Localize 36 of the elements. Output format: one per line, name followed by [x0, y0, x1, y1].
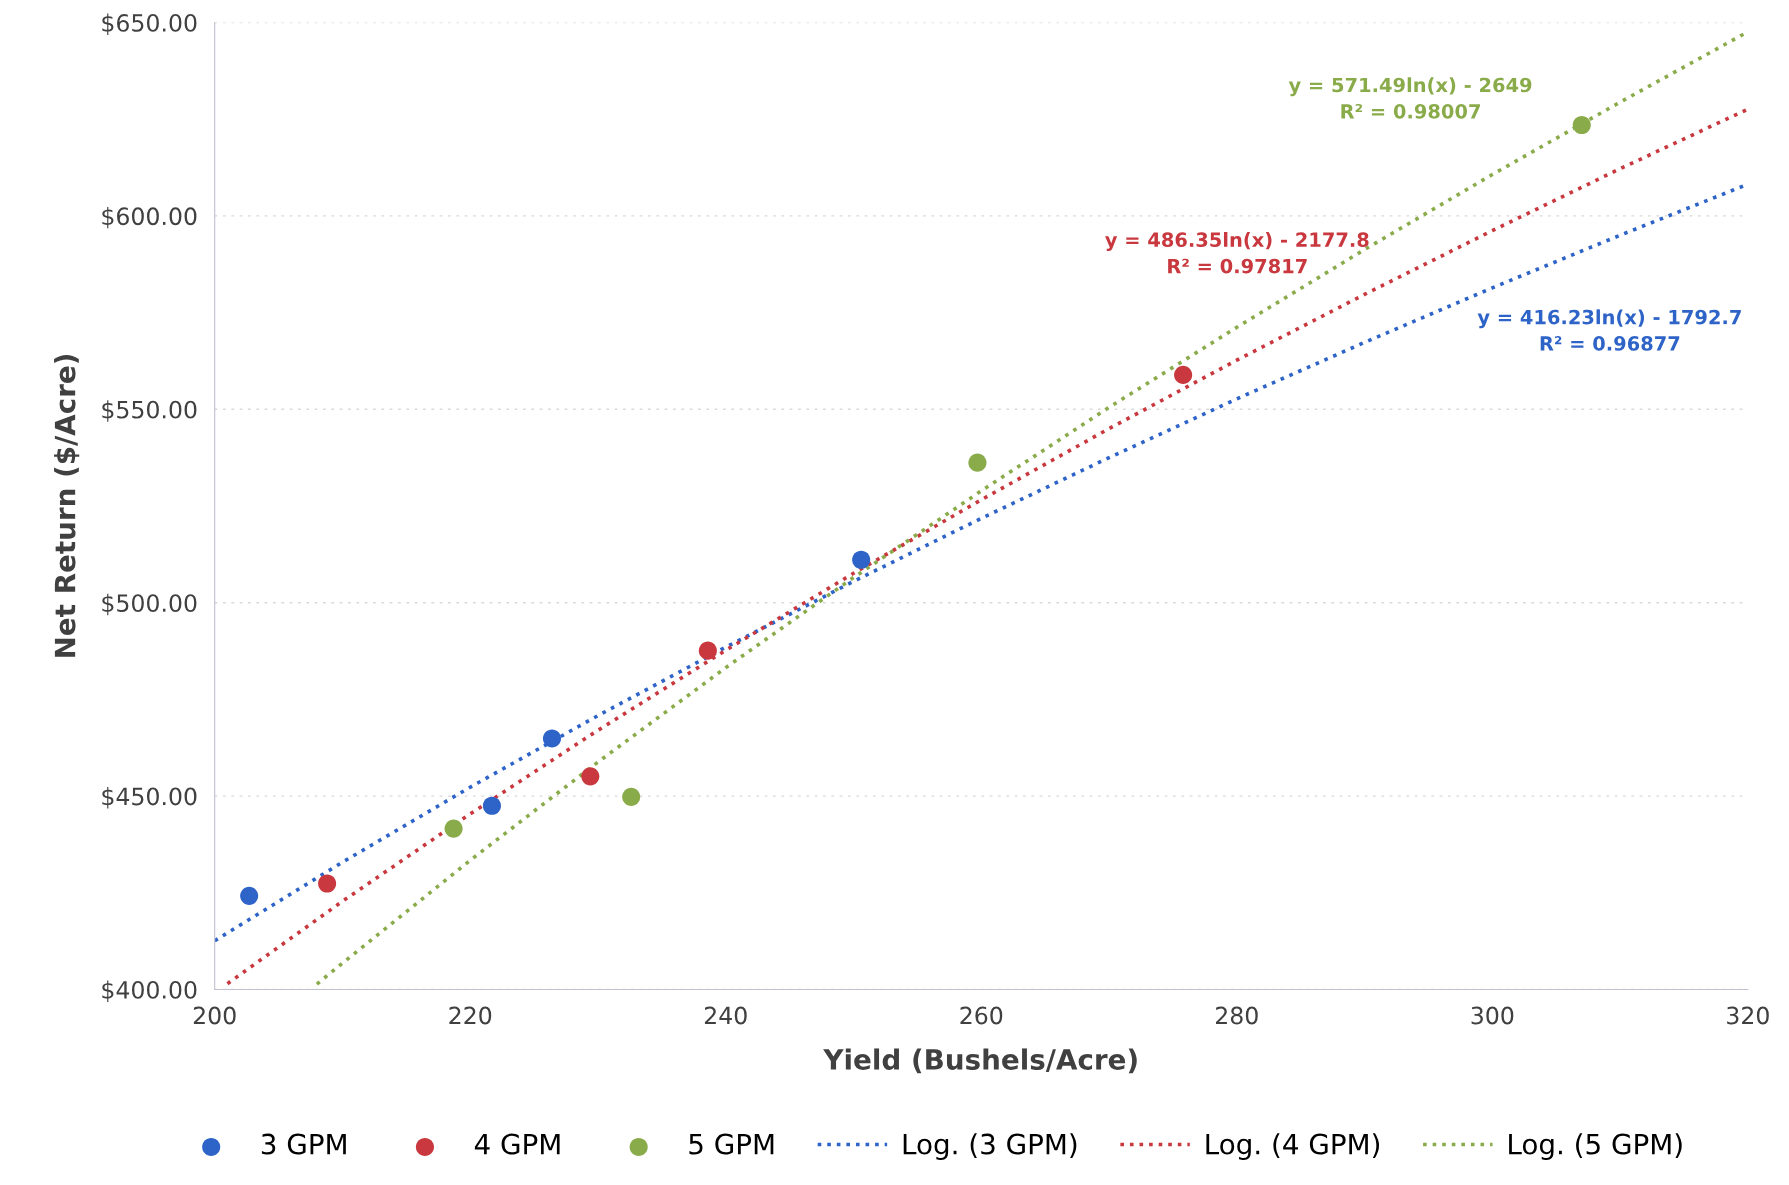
- point: [444, 819, 463, 838]
- x-tick-label: 260: [960, 1006, 1003, 1025]
- annotation: y = 416.23ln(x) - 1792.7 R² = 0.96877: [1477, 309, 1741, 351]
- point: [968, 453, 987, 472]
- point: [698, 641, 717, 660]
- x-tick-label: 280: [1215, 1006, 1258, 1025]
- point: [852, 550, 871, 569]
- point: [581, 767, 600, 786]
- point: [622, 787, 641, 806]
- legend-label: Log. (5 GPM): [1509, 1133, 1682, 1160]
- point: [482, 796, 501, 815]
- y-tick-label: $400.00: [102, 980, 197, 1002]
- y-tick-label: $650.00: [102, 13, 197, 35]
- annotation: y = 571.49ln(x) - 2649 R² = 0.98007: [1288, 77, 1532, 119]
- y-tick-label: $500.00: [102, 593, 197, 616]
- point: [1572, 115, 1591, 135]
- x-tick-label: 240: [704, 1006, 747, 1025]
- legend-label: Log. (3 GPM): [903, 1133, 1077, 1160]
- x-tick-label: 300: [1471, 1006, 1514, 1025]
- legend-label: 5 GPM: [689, 1133, 774, 1155]
- y-axis-title: Net Return ($/Acre): [54, 354, 80, 657]
- annotation: y = 486.35ln(x) - 2177.8 R² = 0.97817: [1105, 232, 1369, 274]
- point: [240, 886, 259, 905]
- y-tick-label: $450.00: [102, 787, 197, 809]
- point: [318, 874, 337, 893]
- legend-label: 3 GPM: [261, 1133, 346, 1155]
- x-tick-label: 200: [193, 1006, 236, 1025]
- y-tick-label: $550.00: [102, 400, 197, 422]
- point: [542, 729, 562, 748]
- x-tick-label: 320: [1727, 1006, 1769, 1025]
- legend-label: Log. (4 GPM): [1206, 1133, 1380, 1160]
- legend-label: 4 GPM: [474, 1133, 560, 1155]
- x-axis-title: Yield (Bushels/Acre): [823, 1048, 1137, 1074]
- point: [1174, 365, 1193, 384]
- y-tick-label: $600.00: [102, 206, 197, 229]
- x-tick-label: 220: [449, 1006, 492, 1025]
